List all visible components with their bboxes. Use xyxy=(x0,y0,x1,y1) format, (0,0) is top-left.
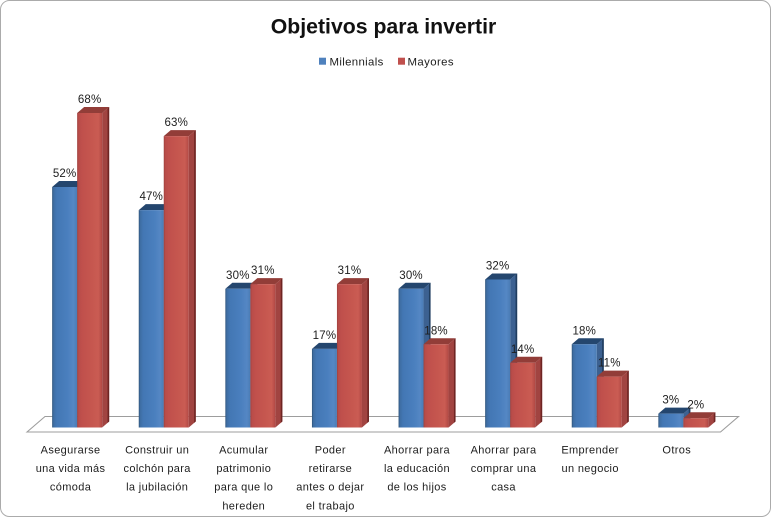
svg-text:11%: 11% xyxy=(598,358,621,370)
svg-text:la educación: la educación xyxy=(384,463,450,475)
svg-text:la jubilación: la jubilación xyxy=(126,482,188,494)
svg-text:68%: 68% xyxy=(78,94,102,106)
svg-text:Poder: Poder xyxy=(315,445,346,457)
svg-text:de los hijos: de los hijos xyxy=(387,482,446,494)
svg-text:3%: 3% xyxy=(662,395,679,407)
svg-text:52%: 52% xyxy=(53,168,77,180)
svg-text:Asegurarse: Asegurarse xyxy=(41,445,101,457)
svg-text:un negocio: un negocio xyxy=(561,463,618,475)
svg-text:una vida más: una vida más xyxy=(36,463,106,475)
svg-text:casa: casa xyxy=(491,482,516,494)
svg-text:Ahorrar para: Ahorrar para xyxy=(384,445,450,457)
svg-text:hereden: hereden xyxy=(222,500,265,512)
svg-text:18%: 18% xyxy=(424,325,448,337)
svg-text:2%: 2% xyxy=(687,399,704,411)
svg-text:Milennials: Milennials xyxy=(330,56,384,68)
svg-text:Acumular: Acumular xyxy=(219,445,268,457)
svg-text:31%: 31% xyxy=(251,265,275,277)
svg-text:47%: 47% xyxy=(139,191,163,203)
svg-text:31%: 31% xyxy=(338,265,362,277)
svg-text:Emprender: Emprender xyxy=(561,445,619,457)
svg-text:17%: 17% xyxy=(313,330,337,342)
svg-text:antes o dejar: antes o dejar xyxy=(296,482,364,494)
svg-text:63%: 63% xyxy=(164,117,188,129)
svg-text:retirarse: retirarse xyxy=(309,463,353,475)
svg-text:cómoda: cómoda xyxy=(50,482,92,494)
svg-text:Objetivos para invertir: Objetivos para invertir xyxy=(271,15,497,39)
svg-text:el trabajo: el trabajo xyxy=(306,500,355,512)
svg-text:Mayores: Mayores xyxy=(408,56,454,68)
svg-text:Ahorrar para: Ahorrar para xyxy=(471,445,537,457)
svg-text:32%: 32% xyxy=(486,261,510,273)
svg-text:para que lo: para que lo xyxy=(214,482,273,494)
svg-text:18%: 18% xyxy=(572,325,596,337)
svg-text:30%: 30% xyxy=(399,270,423,282)
svg-text:30%: 30% xyxy=(226,270,250,282)
svg-text:patrimonio: patrimonio xyxy=(216,463,271,475)
svg-text:Construir un: Construir un xyxy=(125,445,189,457)
svg-text:comprar una: comprar una xyxy=(471,463,537,475)
svg-text:colchón para: colchón para xyxy=(124,463,192,475)
svg-text:14%: 14% xyxy=(511,344,535,356)
svg-text:Otros: Otros xyxy=(662,445,691,457)
